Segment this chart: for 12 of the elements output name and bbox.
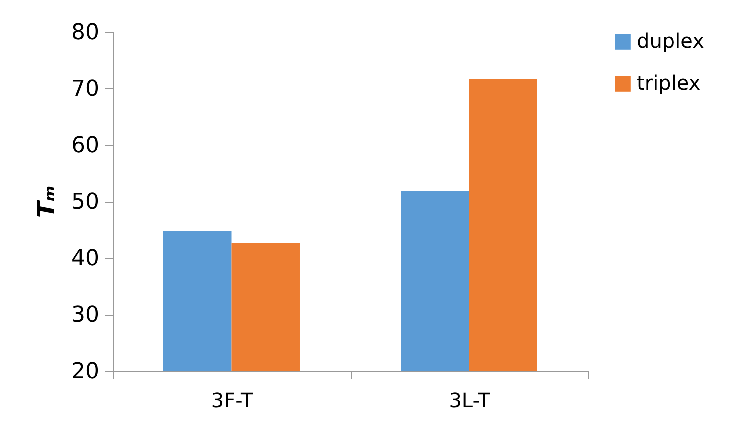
x-tick-label: 3L-T [449,388,492,412]
y-tick-label: 40 [72,246,100,272]
y-tick-label: 20 [72,360,100,384]
y-tick-label: 80 [72,20,100,46]
legend-label: triplex [637,71,701,95]
x-tick-label: 3F-T [211,388,254,412]
y-axis-title: Tₘ [32,186,61,218]
y-tick-label: 60 [72,134,100,158]
y-tick-label: 70 [72,77,100,102]
y-tick-label: 30 [72,303,100,328]
legend-label: duplex [637,29,705,53]
y-tick-label: 50 [72,190,100,215]
